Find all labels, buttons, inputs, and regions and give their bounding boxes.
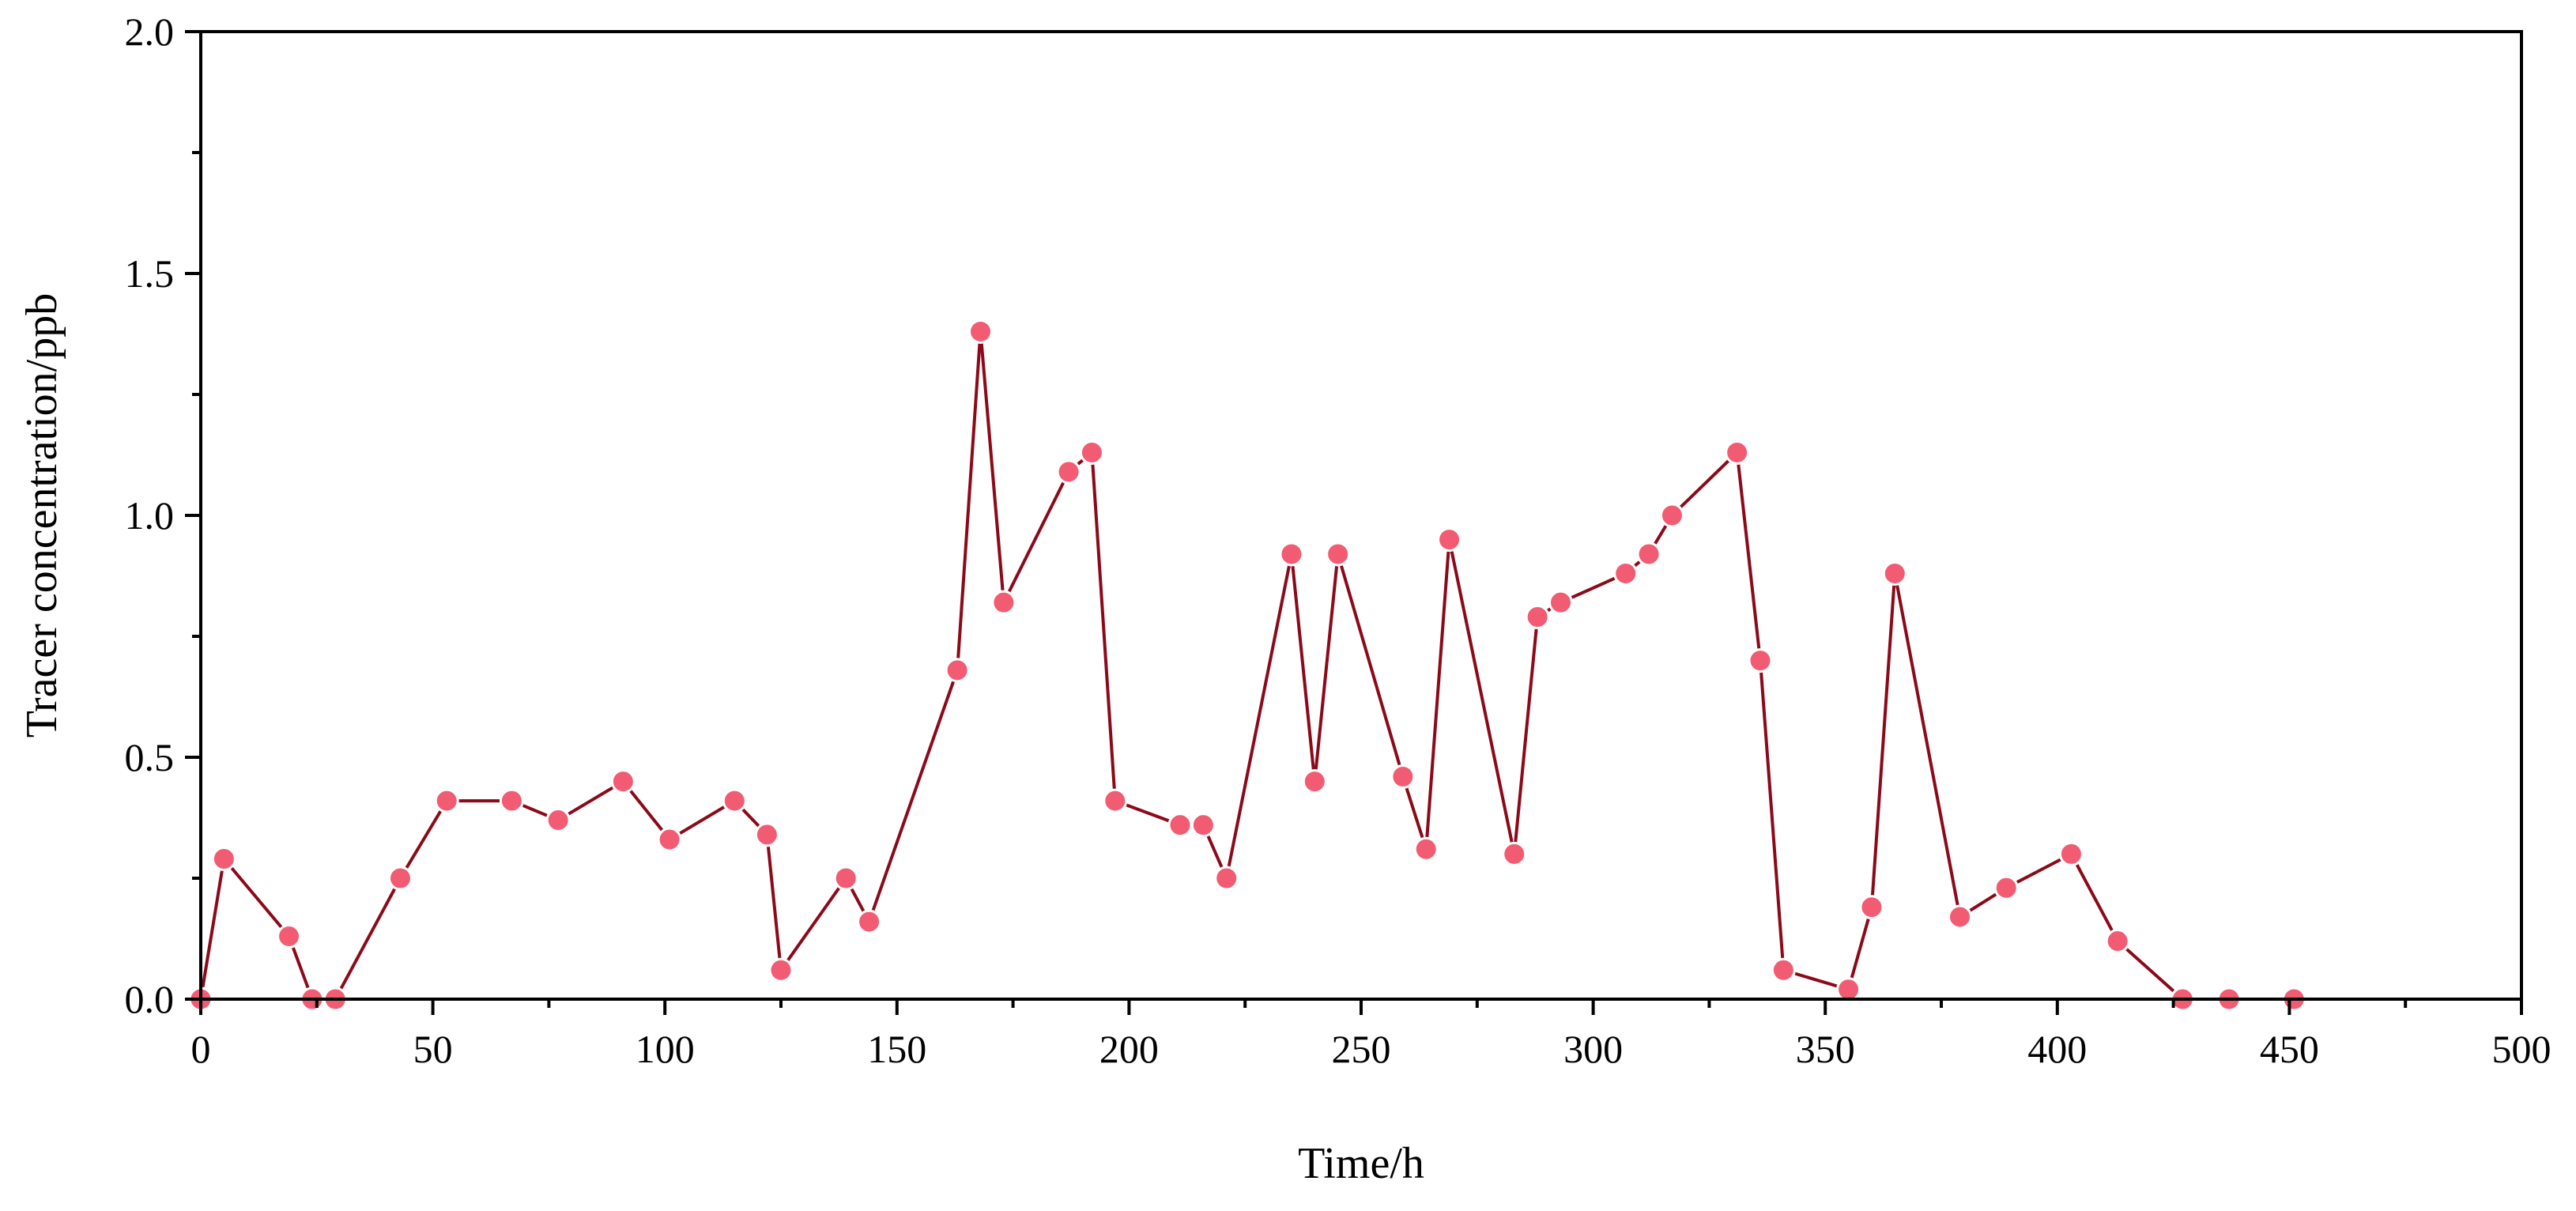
data-point	[434, 788, 459, 813]
data-point	[1413, 836, 1439, 862]
data-point	[1993, 875, 2019, 900]
data-point	[833, 866, 858, 891]
data-point	[1613, 560, 1639, 586]
axes-layer	[199, 30, 2523, 1001]
data-point	[1056, 459, 1081, 485]
x-tick-label: 500	[2492, 1027, 2551, 1071]
y-tick-label: 2.0	[125, 9, 175, 54]
data-point	[1882, 560, 1907, 586]
data-point	[1659, 503, 1684, 528]
x-tick-label: 150	[867, 1027, 926, 1071]
data-point	[1390, 764, 1416, 789]
data-point	[610, 769, 636, 794]
data-layer	[188, 319, 2306, 1012]
data-point	[722, 788, 747, 813]
y-tick-label: 0.5	[125, 735, 175, 779]
x-tick-label: 300	[1563, 1027, 1623, 1071]
y-tick-label: 1.5	[125, 251, 175, 296]
data-point	[2058, 841, 2084, 866]
data-point	[499, 788, 524, 813]
y-axis-title: Tracer concentration/ppb	[17, 293, 66, 738]
data-point	[991, 590, 1016, 615]
x-tick-label: 400	[2027, 1027, 2087, 1071]
data-point	[657, 827, 682, 852]
data-point	[1079, 440, 1104, 465]
x-tick-label: 0	[191, 1027, 211, 1071]
data-point	[1748, 648, 1773, 673]
x-tick-label: 200	[1099, 1027, 1159, 1071]
y-tick-label: 0.0	[125, 977, 175, 1021]
x-axis-title: Time/h	[1298, 1139, 1424, 1188]
data-point	[1859, 895, 1884, 920]
data-point	[1636, 541, 1661, 567]
data-point	[1190, 813, 1216, 838]
data-point	[1548, 590, 1573, 615]
data-point	[1771, 957, 1796, 983]
plot-frame	[199, 30, 2523, 1001]
data-point	[1214, 866, 1239, 891]
data-point	[857, 909, 882, 934]
x-axis-ticks: 0 50 100 150 200 250 300 350 400 450 500	[191, 999, 2551, 1071]
data-point	[1103, 788, 1128, 813]
data-point	[768, 957, 794, 983]
data-point	[2105, 929, 2130, 954]
series-line	[199, 331, 2295, 1001]
data-point	[1836, 977, 1861, 1002]
data-point	[277, 923, 302, 949]
data-point	[967, 319, 993, 344]
x-tick-label: 50	[413, 1027, 453, 1071]
data-point	[1279, 541, 1304, 567]
data-point	[1302, 769, 1327, 794]
data-point	[1437, 527, 1462, 553]
y-tick-label: 1.0	[125, 493, 175, 538]
data-point	[211, 847, 236, 872]
x-tick-label: 350	[1796, 1027, 1855, 1071]
data-point	[545, 808, 571, 833]
data-point	[1326, 541, 1351, 567]
data-point	[1725, 440, 1750, 465]
x-tick-label: 250	[1332, 1027, 1391, 1071]
data-point	[1167, 813, 1193, 838]
data-point	[1525, 605, 1550, 630]
x-tick-label: 100	[636, 1027, 695, 1071]
data-point	[1502, 841, 1527, 866]
y-axis-ticks: 0.0 0.5 1.0 1.5 2.0	[125, 9, 201, 1021]
data-point	[1947, 904, 1972, 930]
data-point	[945, 658, 970, 683]
data-point	[754, 822, 779, 847]
x-tick-label: 450	[2260, 1027, 2319, 1071]
data-point	[387, 866, 413, 891]
